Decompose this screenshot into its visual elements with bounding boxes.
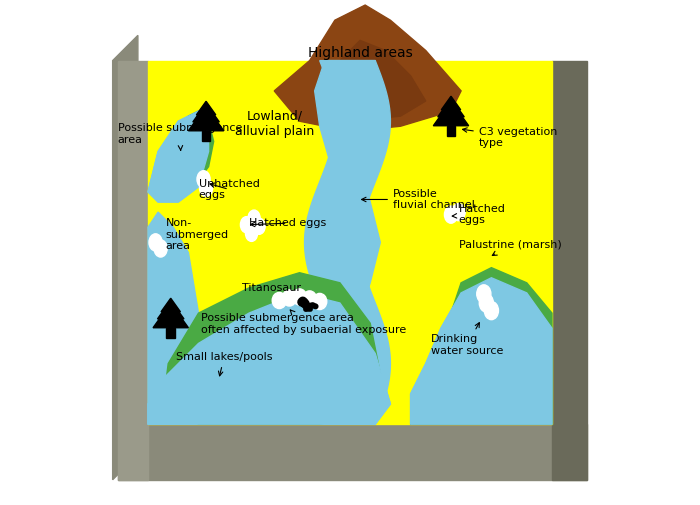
Polygon shape (148, 293, 391, 424)
Text: Hatched eggs: Hatched eggs (249, 218, 326, 228)
Text: Possible
fluvial channel: Possible fluvial channel (362, 189, 475, 210)
Polygon shape (148, 111, 209, 202)
Polygon shape (447, 126, 455, 136)
Ellipse shape (302, 291, 316, 307)
Polygon shape (148, 293, 391, 424)
Ellipse shape (282, 290, 297, 306)
Polygon shape (552, 61, 587, 480)
Polygon shape (411, 278, 552, 424)
Polygon shape (158, 300, 184, 319)
Text: Possible submergence
area: Possible submergence area (118, 123, 242, 150)
Ellipse shape (444, 206, 458, 223)
Polygon shape (153, 303, 188, 328)
Polygon shape (113, 35, 138, 480)
Text: Unhatched
eggs: Unhatched eggs (199, 179, 260, 200)
Polygon shape (161, 298, 181, 312)
Polygon shape (274, 5, 461, 131)
Ellipse shape (240, 217, 253, 233)
Text: Titanosaur: Titanosaur (242, 283, 301, 293)
Ellipse shape (149, 234, 162, 251)
Ellipse shape (477, 285, 491, 303)
Ellipse shape (301, 301, 302, 302)
Polygon shape (202, 131, 210, 141)
Text: Possible submergence area
often affected by subaerial exposure: Possible submergence area often affected… (201, 310, 406, 335)
Ellipse shape (303, 304, 311, 307)
Polygon shape (441, 96, 461, 110)
Ellipse shape (272, 292, 286, 309)
Ellipse shape (199, 179, 213, 196)
Polygon shape (163, 111, 214, 192)
Polygon shape (438, 98, 464, 117)
Ellipse shape (154, 240, 167, 257)
Ellipse shape (197, 171, 210, 188)
Text: Non-
submerged
area: Non- submerged area (166, 218, 229, 251)
Ellipse shape (293, 289, 307, 305)
Text: Small lakes/pools: Small lakes/pools (176, 352, 272, 376)
Ellipse shape (484, 301, 498, 320)
Text: Palustrine (marsh): Palustrine (marsh) (458, 240, 561, 256)
Polygon shape (118, 61, 148, 480)
Polygon shape (193, 104, 219, 122)
Polygon shape (433, 101, 469, 126)
Polygon shape (411, 268, 552, 424)
Polygon shape (148, 212, 199, 424)
Text: Lowland/
alluvial plain: Lowland/ alluvial plain (234, 110, 314, 138)
Ellipse shape (248, 210, 260, 226)
Ellipse shape (313, 293, 327, 310)
Polygon shape (118, 424, 587, 480)
Polygon shape (148, 111, 209, 202)
Polygon shape (197, 102, 216, 115)
Text: Hatched
eggs: Hatched eggs (452, 204, 505, 225)
Ellipse shape (452, 204, 465, 221)
Polygon shape (188, 106, 224, 131)
Polygon shape (411, 278, 552, 424)
Polygon shape (309, 61, 380, 424)
Ellipse shape (253, 218, 265, 234)
Text: C3 vegetation
type: C3 vegetation type (463, 127, 557, 148)
Polygon shape (320, 40, 426, 121)
Text: Highland areas: Highland areas (308, 46, 412, 60)
Polygon shape (163, 273, 380, 424)
Text: Drinking
water source: Drinking water source (430, 323, 503, 356)
Ellipse shape (246, 225, 258, 241)
Polygon shape (304, 61, 391, 424)
Ellipse shape (480, 294, 494, 312)
Polygon shape (148, 61, 552, 424)
Polygon shape (167, 328, 175, 338)
